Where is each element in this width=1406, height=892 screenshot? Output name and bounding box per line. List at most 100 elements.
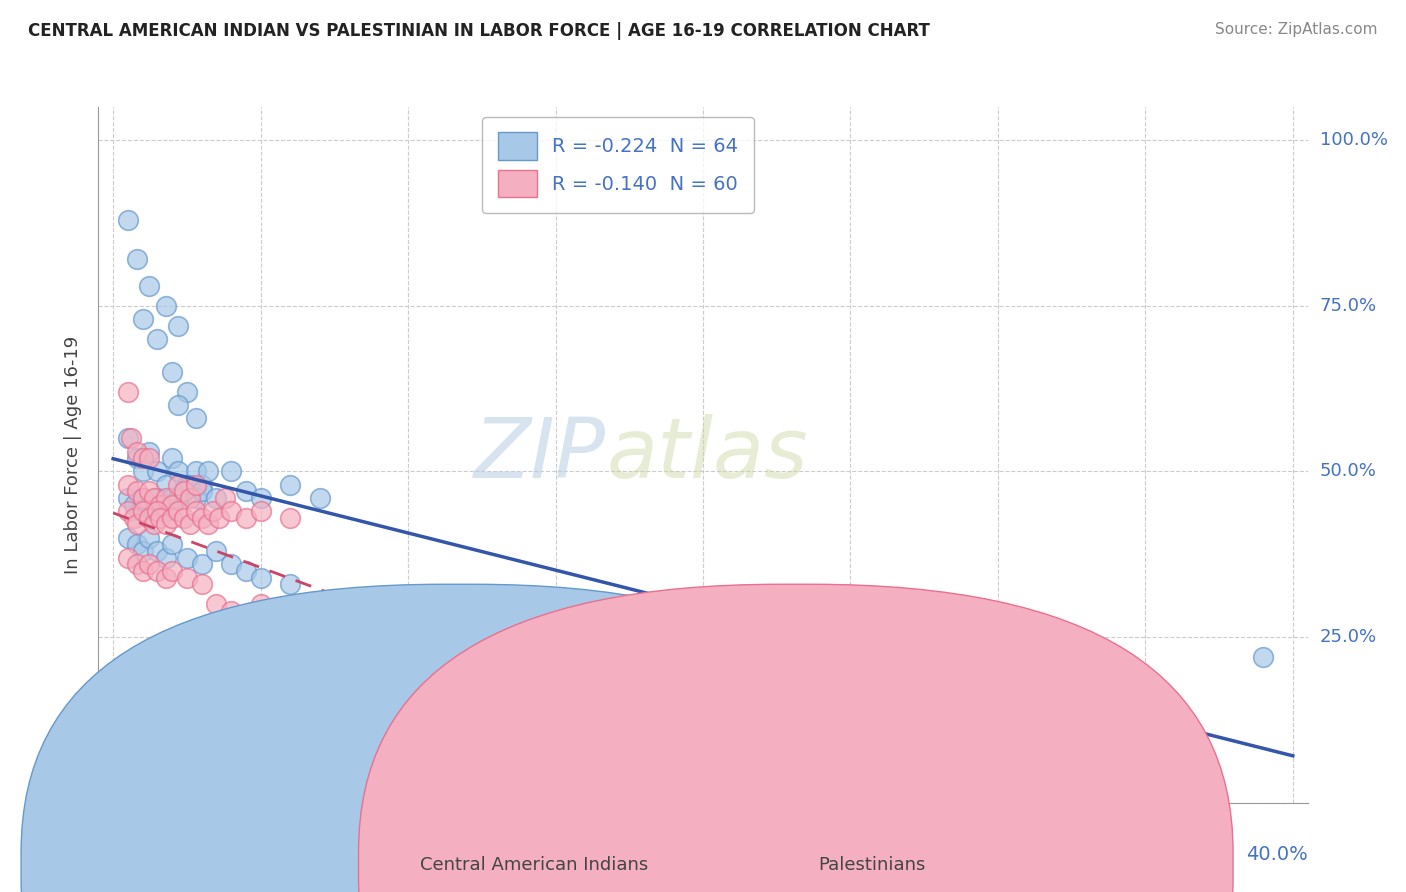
Point: [1076, 663, 1098, 677]
Point: [367, 630, 389, 644]
Point: [117, 384, 139, 399]
Y-axis label: In Labor Force | Age 16-19: In Labor Force | Age 16-19: [65, 335, 83, 574]
Point: [160, 769, 183, 783]
Point: [176, 550, 198, 565]
Point: [249, 597, 271, 611]
Point: [176, 384, 198, 399]
Point: [160, 564, 183, 578]
Point: [235, 484, 257, 499]
Point: [219, 465, 242, 479]
Point: [138, 451, 160, 466]
Point: [131, 465, 153, 479]
Point: [167, 491, 190, 505]
Point: [138, 531, 160, 545]
Point: [125, 252, 148, 267]
Point: [214, 491, 236, 505]
Point: [155, 491, 177, 505]
Point: [190, 511, 212, 525]
Point: [138, 444, 160, 458]
Point: [125, 451, 148, 466]
Point: [155, 517, 177, 532]
Point: [205, 597, 228, 611]
Text: 100.0%: 100.0%: [1320, 131, 1388, 149]
Point: [125, 517, 148, 532]
Point: [146, 544, 169, 558]
Point: [208, 511, 231, 525]
Point: [152, 498, 174, 512]
Point: [131, 544, 153, 558]
Point: [138, 498, 160, 512]
Point: [155, 550, 177, 565]
Point: [131, 491, 153, 505]
Point: [131, 564, 153, 578]
Point: [117, 531, 139, 545]
Point: [308, 491, 330, 505]
Point: [160, 451, 183, 466]
Point: [167, 504, 190, 518]
Point: [125, 444, 148, 458]
Text: 50.0%: 50.0%: [1320, 462, 1376, 481]
Point: [278, 610, 301, 624]
Point: [138, 484, 160, 499]
Point: [155, 299, 177, 313]
Text: CENTRAL AMERICAN INDIAN VS PALESTINIAN IN LABOR FORCE | AGE 16-19 CORRELATION CH: CENTRAL AMERICAN INDIAN VS PALESTINIAN I…: [28, 22, 929, 40]
Point: [167, 318, 190, 333]
Point: [167, 398, 190, 412]
Point: [143, 491, 166, 505]
FancyBboxPatch shape: [21, 584, 896, 892]
Point: [235, 564, 257, 578]
Text: Palestinians: Palestinians: [818, 856, 925, 874]
FancyBboxPatch shape: [359, 584, 1233, 892]
Point: [219, 604, 242, 618]
Point: [131, 491, 153, 505]
Point: [125, 763, 148, 777]
Point: [202, 504, 225, 518]
Text: 0.0%: 0.0%: [98, 845, 148, 863]
Point: [125, 484, 148, 499]
Point: [122, 498, 145, 512]
Point: [117, 491, 139, 505]
Point: [146, 465, 169, 479]
Point: [278, 577, 301, 591]
Point: [128, 504, 150, 518]
Point: [167, 477, 190, 491]
Point: [219, 504, 242, 518]
Point: [337, 624, 360, 638]
Point: [122, 511, 145, 525]
Point: [308, 616, 330, 631]
Point: [179, 517, 201, 532]
Point: [131, 504, 153, 518]
Point: [184, 411, 207, 425]
Point: [167, 465, 190, 479]
Point: [173, 484, 195, 499]
Point: [456, 597, 478, 611]
Point: [160, 491, 183, 505]
Legend: R = -0.224  N = 64, R = -0.140  N = 60: R = -0.224 N = 64, R = -0.140 N = 60: [482, 117, 754, 212]
Point: [146, 491, 169, 505]
Point: [249, 491, 271, 505]
Point: [574, 650, 596, 665]
Point: [117, 477, 139, 491]
Point: [160, 511, 183, 525]
Point: [184, 491, 207, 505]
Point: [633, 663, 655, 677]
Point: [278, 477, 301, 491]
Text: Central American Indians: Central American Indians: [420, 856, 648, 874]
Point: [1253, 650, 1275, 665]
Text: 25.0%: 25.0%: [1320, 628, 1376, 646]
Point: [117, 212, 139, 227]
Point: [117, 756, 139, 770]
Point: [190, 477, 212, 491]
Point: [249, 570, 271, 584]
Point: [184, 465, 207, 479]
Point: [160, 537, 183, 551]
Point: [184, 477, 207, 491]
Point: [235, 610, 257, 624]
Point: [1017, 670, 1039, 684]
Point: [173, 484, 195, 499]
Point: [138, 511, 160, 525]
Point: [125, 558, 148, 572]
Point: [131, 312, 153, 326]
Point: [160, 365, 183, 379]
Point: [190, 577, 212, 591]
